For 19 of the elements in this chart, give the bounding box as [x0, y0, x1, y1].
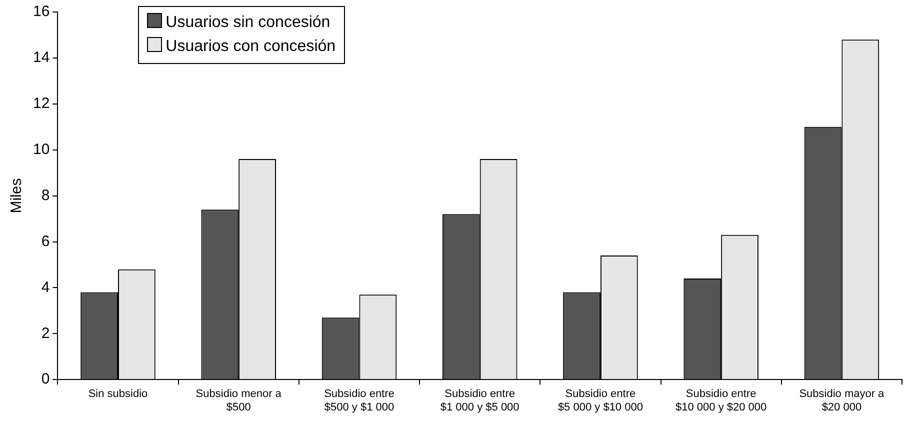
- y-tick-label: 10: [32, 140, 50, 158]
- x-tick-label: Subsidio mayor a $20 000: [799, 388, 886, 414]
- x-tick-label: Sin subsidio: [88, 388, 148, 400]
- y-axis-title: Miles: [8, 178, 26, 214]
- y-tick-label: 14: [32, 49, 50, 66]
- x-tick-label: Subsidio entre $5 000 y $10 000: [558, 388, 643, 414]
- y-tick-label: 6: [41, 232, 50, 250]
- x-tick-label: Subsidio entre $500 y $1 000: [324, 388, 394, 414]
- legend-label: Usuarios sin concesión: [164, 13, 332, 33]
- legend-label: Usuarios con concesión: [164, 37, 336, 57]
- y-tick-label: 12: [32, 95, 50, 112]
- y-tick-label: 0: [41, 370, 50, 388]
- x-tick-label: Subsidio menor a $500: [196, 388, 282, 414]
- x-tick-label: Subsidio entre $1 000 y $5 000: [440, 388, 520, 414]
- y-tick-label: 16: [32, 3, 50, 20]
- y-tick-label: 4: [41, 278, 50, 296]
- y-tick-label: 2: [41, 324, 50, 342]
- x-tick-label: Subsidio entre $10 000 y $20 000: [676, 388, 767, 414]
- y-tick-label: 8: [41, 186, 50, 204]
